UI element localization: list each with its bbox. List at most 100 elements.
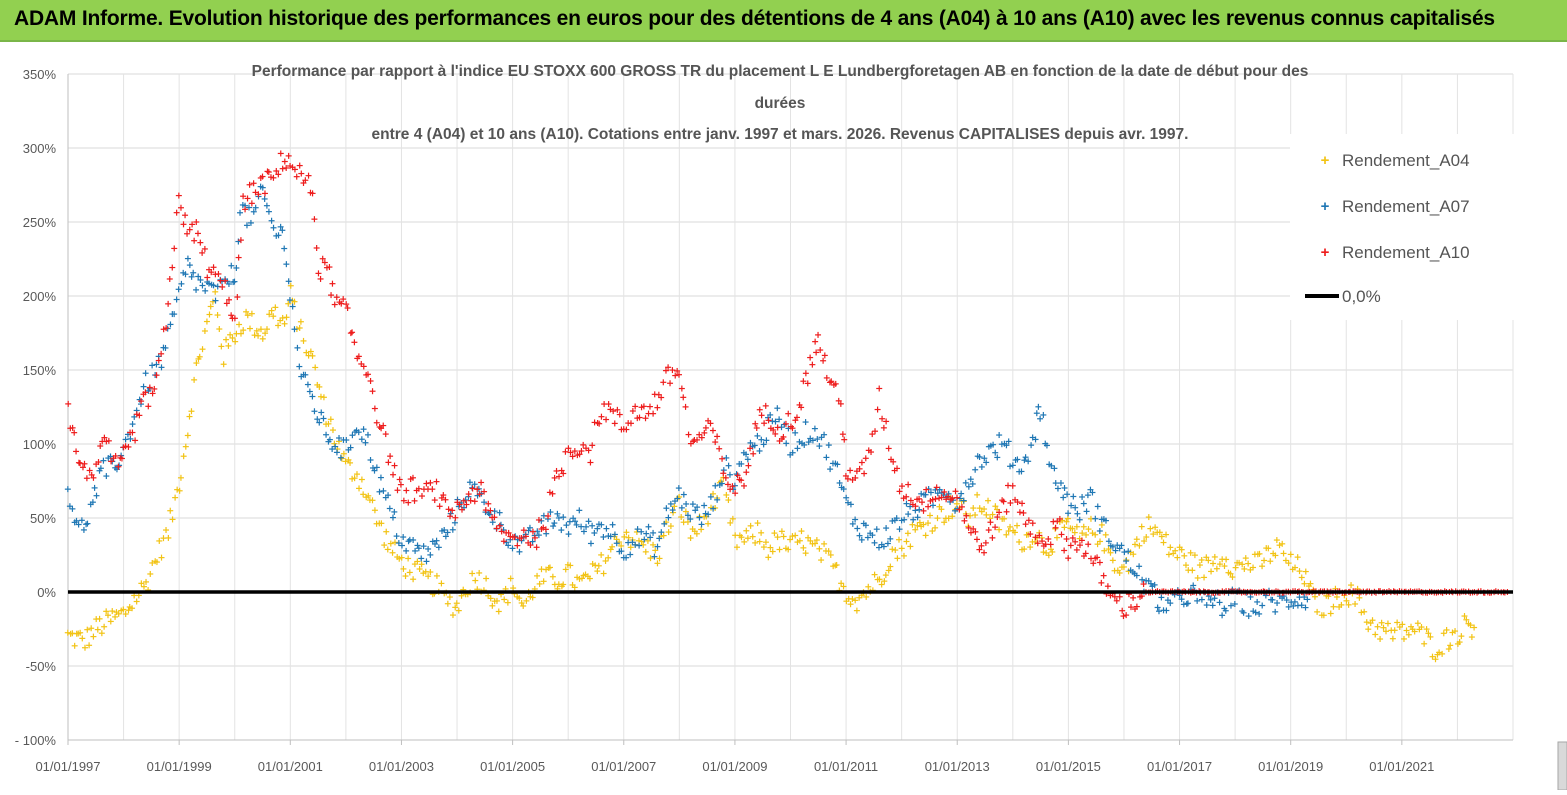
marker-Rendement_A04	[125, 607, 132, 614]
marker-Rendement_A04	[1361, 608, 1368, 615]
marker-Rendement_A07	[875, 544, 882, 551]
marker-Rendement_A07	[100, 457, 107, 464]
marker-Rendement_A10	[828, 378, 835, 385]
marker-Rendement_A04	[812, 540, 819, 547]
marker-Rendement_A04	[754, 520, 761, 527]
marker-Rendement_A04	[1223, 556, 1230, 563]
marker-Rendement_A07	[373, 464, 380, 471]
marker-Rendement_A07	[884, 540, 891, 547]
marker-Rendement_A10	[309, 190, 316, 197]
marker-Rendement_A04	[1325, 593, 1332, 600]
marker-Rendement_A07	[391, 508, 398, 515]
marker-Rendement_A04	[607, 546, 614, 553]
marker-Rendement_A07	[1207, 596, 1214, 603]
marker-Rendement_A10	[223, 300, 230, 307]
marker-Rendement_A04	[727, 519, 734, 526]
marker-Rendement_A04	[671, 503, 678, 510]
marker-Rendement_A04	[1287, 551, 1294, 558]
marker-Rendement_A07	[801, 441, 808, 448]
marker-Rendement_A10	[1120, 613, 1127, 620]
marker-Rendement_A04	[493, 597, 500, 604]
marker-Rendement_A10	[449, 507, 456, 514]
marker-Rendement_A04	[176, 487, 183, 494]
marker-Rendement_A07	[551, 520, 558, 527]
marker-Rendement_A07	[270, 224, 277, 231]
marker-Rendement_A07	[449, 526, 456, 533]
marker-Rendement_A04	[281, 320, 288, 327]
marker-Rendement_A07	[265, 208, 272, 215]
marker-Rendement_A04	[976, 505, 983, 512]
marker-Rendement_A04	[710, 490, 717, 497]
marker-Rendement_A10	[1032, 534, 1039, 541]
marker-Rendement_A04	[586, 575, 593, 582]
marker-Rendement_A07	[516, 548, 523, 555]
marker-Rendement_A10	[569, 453, 576, 460]
marker-Rendement_A07	[864, 534, 871, 541]
marker-Rendement_A07	[199, 282, 206, 289]
marker-Rendement_A10	[826, 379, 833, 386]
marker-Rendement_A04	[756, 538, 763, 545]
marker-Rendement_A04	[1080, 523, 1087, 530]
marker-Rendement_A10	[81, 460, 88, 467]
marker-Rendement_A07	[843, 494, 850, 501]
marker-Rendement_A10	[153, 372, 160, 379]
marker-Rendement_A04	[1156, 529, 1163, 536]
marker-Rendement_A07	[1074, 510, 1081, 517]
marker-Rendement_A04	[449, 612, 456, 619]
marker-Rendement_A07	[587, 540, 594, 547]
marker-Rendement_A04	[916, 519, 923, 526]
marker-Rendement_A10	[228, 312, 235, 319]
marker-Rendement_A10	[270, 174, 277, 181]
marker-Rendement_A07	[565, 531, 572, 538]
marker-Rendement_A10	[1042, 541, 1049, 548]
marker-Rendement_A04	[853, 607, 860, 614]
marker-Rendement_A07	[896, 526, 903, 533]
marker-Rendement_A07	[1283, 597, 1290, 604]
marker-Rendement_A07	[678, 504, 685, 511]
marker-Rendement_A04	[1363, 619, 1370, 626]
marker-Rendement_A07	[1116, 545, 1123, 552]
marker-Rendement_A07	[927, 489, 934, 496]
marker-Rendement_A10	[985, 527, 992, 534]
marker-Rendement_A04	[184, 432, 191, 439]
marker-Rendement_A04	[1296, 568, 1303, 575]
marker-Rendement_A10	[367, 378, 374, 385]
marker-Rendement_A10	[400, 497, 407, 504]
marker-Rendement_A10	[349, 329, 356, 336]
marker-Rendement_A10	[171, 245, 178, 252]
marker-Rendement_A10	[756, 406, 763, 413]
marker-Rendement_A10	[732, 490, 739, 497]
marker-Rendement_A10	[712, 439, 719, 446]
marker-Rendement_A04	[1201, 574, 1208, 581]
marker-Rendement_A07	[371, 467, 378, 474]
marker-Rendement_A04	[237, 330, 244, 337]
marker-Rendement_A04	[191, 376, 198, 383]
marker-Rendement_A10	[165, 300, 172, 307]
marker-Rendement_A10	[571, 448, 578, 455]
marker-Rendement_A10	[690, 438, 697, 445]
marker-Rendement_A04	[98, 630, 105, 637]
marker-Rendement_A10	[616, 411, 623, 418]
marker-Rendement_A10	[222, 277, 229, 284]
marker-Rendement_A07	[918, 490, 925, 497]
marker-Rendement_A04	[744, 535, 751, 542]
scroll-handle[interactable]	[1557, 741, 1567, 791]
marker-Rendement_A07	[1051, 465, 1058, 472]
marker-Rendement_A04	[88, 625, 95, 632]
marker-Rendement_A04	[992, 503, 999, 510]
marker-Rendement_A10	[678, 385, 685, 392]
marker-Rendement_A10	[498, 528, 505, 535]
marker-Rendement_A07	[962, 479, 969, 486]
marker-Rendement_A07	[550, 523, 557, 530]
legend: + Rendement_A04 + Rendement_A07 + Rendem…	[1290, 134, 1520, 320]
legend-marker-a04: +	[1321, 152, 1330, 169]
marker-Rendement_A07	[663, 505, 670, 512]
marker-Rendement_A04	[285, 300, 292, 307]
marker-Rendement_A10	[265, 169, 272, 176]
marker-Rendement_A10	[623, 426, 630, 433]
marker-Rendement_A07	[1125, 548, 1132, 555]
marker-Rendement_A10	[750, 450, 757, 457]
marker-Rendement_A07	[789, 449, 796, 456]
marker-Rendement_A10	[869, 431, 876, 438]
marker-Rendement_A10	[240, 193, 247, 200]
